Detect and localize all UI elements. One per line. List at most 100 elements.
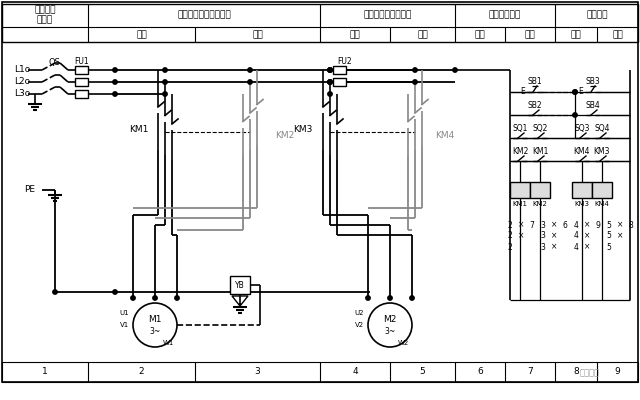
Text: 6: 6 bbox=[563, 220, 568, 230]
Circle shape bbox=[163, 68, 167, 72]
Text: 上升: 上升 bbox=[136, 30, 147, 40]
Text: KM2: KM2 bbox=[532, 201, 547, 207]
Text: U1: U1 bbox=[120, 310, 129, 316]
Circle shape bbox=[113, 290, 117, 294]
Text: 上升: 上升 bbox=[475, 30, 485, 40]
Text: L1o: L1o bbox=[14, 66, 30, 74]
Bar bbox=[230, 276, 250, 294]
Text: 控制平移: 控制平移 bbox=[586, 10, 608, 20]
Text: 7: 7 bbox=[527, 368, 533, 376]
Text: KM4: KM4 bbox=[435, 130, 454, 140]
Text: 5: 5 bbox=[607, 220, 611, 230]
Text: 3: 3 bbox=[255, 368, 260, 376]
Text: 8: 8 bbox=[628, 220, 634, 230]
Text: FU1: FU1 bbox=[75, 56, 90, 66]
Text: 2: 2 bbox=[139, 368, 144, 376]
Circle shape bbox=[573, 90, 577, 94]
Text: SB4: SB4 bbox=[586, 102, 600, 110]
Circle shape bbox=[366, 296, 370, 300]
Circle shape bbox=[153, 296, 157, 300]
Text: 控制吊钩升降: 控制吊钩升降 bbox=[489, 10, 521, 20]
Text: 3~: 3~ bbox=[385, 326, 396, 336]
Text: KM3: KM3 bbox=[575, 201, 589, 207]
Bar bbox=[592, 182, 612, 198]
Text: 向后: 向后 bbox=[418, 30, 428, 40]
Text: 下降: 下降 bbox=[253, 30, 264, 40]
Text: W1: W1 bbox=[163, 340, 174, 346]
Text: 5: 5 bbox=[420, 368, 426, 376]
Text: L3o: L3o bbox=[14, 90, 30, 98]
Circle shape bbox=[133, 303, 177, 347]
Text: M2: M2 bbox=[383, 314, 397, 324]
Text: 电源开关
及保护: 电源开关 及保护 bbox=[35, 5, 56, 25]
Text: 技成培训: 技成培训 bbox=[580, 368, 600, 378]
Circle shape bbox=[328, 68, 332, 72]
Text: YB: YB bbox=[235, 280, 245, 290]
Text: 下降: 下降 bbox=[525, 30, 536, 40]
Text: 升降电动机及电气制动: 升降电动机及电气制动 bbox=[177, 10, 231, 20]
Text: 3: 3 bbox=[541, 220, 545, 230]
Text: W2: W2 bbox=[398, 340, 409, 346]
Circle shape bbox=[163, 80, 167, 84]
Circle shape bbox=[328, 68, 332, 72]
Text: 5: 5 bbox=[607, 242, 611, 252]
Bar bbox=[572, 182, 592, 198]
Bar bbox=[530, 182, 550, 198]
Circle shape bbox=[248, 68, 252, 72]
Text: E: E bbox=[520, 88, 525, 96]
Text: ×: × bbox=[584, 220, 590, 230]
Circle shape bbox=[413, 68, 417, 72]
Text: ×: × bbox=[518, 220, 524, 230]
Bar bbox=[75, 90, 88, 98]
Circle shape bbox=[113, 92, 117, 96]
Bar bbox=[75, 66, 88, 74]
Circle shape bbox=[328, 80, 332, 84]
Circle shape bbox=[388, 296, 392, 300]
Text: ×: × bbox=[584, 232, 590, 240]
Text: KM2: KM2 bbox=[512, 148, 528, 156]
Bar bbox=[510, 182, 530, 198]
Text: U2: U2 bbox=[355, 310, 364, 316]
Text: 4: 4 bbox=[352, 368, 358, 376]
Bar bbox=[2, 4, 638, 42]
Text: KM3: KM3 bbox=[294, 126, 313, 134]
Circle shape bbox=[113, 80, 117, 84]
Text: KM1: KM1 bbox=[532, 148, 548, 156]
Text: E: E bbox=[579, 88, 583, 96]
Text: 向前: 向前 bbox=[571, 30, 581, 40]
Text: ×: × bbox=[584, 242, 590, 252]
Circle shape bbox=[453, 68, 457, 72]
Text: ×: × bbox=[551, 242, 557, 252]
Text: 3: 3 bbox=[541, 232, 545, 240]
Text: SB1: SB1 bbox=[528, 78, 542, 86]
Text: 6: 6 bbox=[477, 368, 483, 376]
Text: SQ3: SQ3 bbox=[574, 124, 589, 134]
Text: 向后: 向后 bbox=[612, 30, 623, 40]
Text: SQ2: SQ2 bbox=[532, 124, 548, 134]
Circle shape bbox=[163, 92, 167, 96]
Text: ×: × bbox=[617, 220, 623, 230]
Text: PE: PE bbox=[24, 186, 35, 194]
Text: SQ4: SQ4 bbox=[595, 124, 610, 134]
Circle shape bbox=[248, 80, 252, 84]
Text: KM1: KM1 bbox=[129, 126, 148, 134]
Bar bbox=[75, 78, 88, 86]
Text: 2: 2 bbox=[508, 232, 513, 240]
Text: KM4: KM4 bbox=[595, 201, 609, 207]
Text: 1: 1 bbox=[42, 368, 48, 376]
Text: KM4: KM4 bbox=[573, 148, 590, 156]
Circle shape bbox=[175, 296, 179, 300]
Circle shape bbox=[113, 68, 117, 72]
Text: V1: V1 bbox=[120, 322, 129, 328]
Text: 8: 8 bbox=[573, 368, 579, 376]
Text: 9: 9 bbox=[614, 368, 620, 376]
Text: 2: 2 bbox=[508, 220, 513, 230]
Text: M1: M1 bbox=[148, 314, 162, 324]
Text: 向前: 向前 bbox=[349, 30, 360, 40]
Text: ×: × bbox=[551, 232, 557, 240]
Text: 4: 4 bbox=[573, 232, 579, 240]
Text: FU2: FU2 bbox=[338, 56, 352, 66]
Text: SB2: SB2 bbox=[528, 102, 542, 110]
Text: 4: 4 bbox=[573, 220, 579, 230]
Circle shape bbox=[573, 113, 577, 117]
